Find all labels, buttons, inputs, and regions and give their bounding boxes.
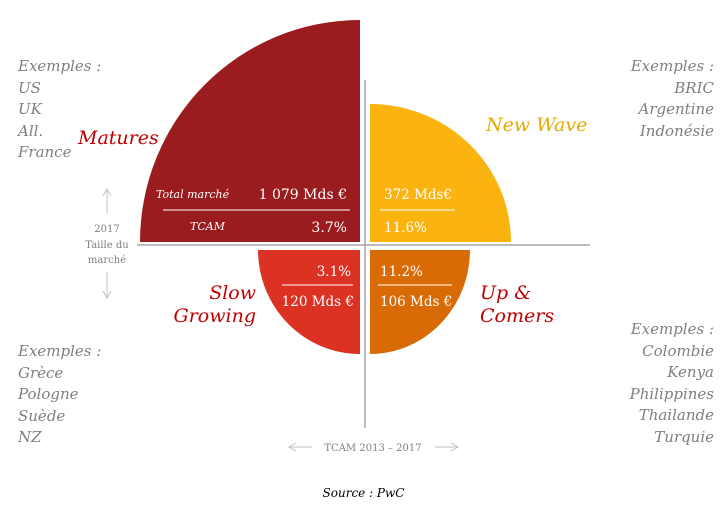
examples-bottom-right: Exemples : Colombie Kenya Philippines Th… — [630, 319, 714, 448]
example-item: Suède — [18, 406, 66, 425]
example-item: US — [18, 78, 41, 97]
examples-top-right: Exemples : BRIC Argentine Indonésie — [631, 56, 714, 142]
slow-growing-market-value: 120 Mds € — [282, 294, 354, 310]
right-arrow-icon — [450, 442, 460, 452]
matures-cagr-value: 3.7% — [311, 220, 347, 236]
example-item: UK — [18, 100, 42, 118]
example-item: BRIC — [674, 78, 714, 97]
example-item: Argentine — [638, 100, 714, 118]
example-item: Kenya — [667, 363, 714, 381]
example-item: NZ — [18, 428, 42, 446]
down-arrow-icon — [102, 290, 112, 300]
slow-growing-label-line2: Growing — [174, 305, 256, 327]
examples-bottom-left: Exemples : Grèce Pologne Suède NZ — [18, 341, 101, 449]
up-arrow-icon — [102, 187, 112, 197]
new-wave-market-value: 372 Mds€ — [384, 187, 452, 203]
source-note: Source : PwC — [322, 486, 405, 500]
example-item: All. — [18, 121, 44, 140]
examples-top-left: Exemples : US UK All. France — [18, 56, 101, 164]
examples-title: Exemples : — [18, 57, 102, 75]
examples-title: Exemples : — [630, 320, 714, 338]
example-item: France — [18, 143, 72, 161]
matures-label: Matures — [77, 127, 159, 149]
new-wave-label: New Wave — [485, 114, 587, 136]
example-item: Colombie — [642, 341, 714, 360]
horizontal-axis-label: TCAM 2013 – 2017 — [287, 442, 460, 454]
example-item: Pologne — [18, 385, 79, 403]
up-comers-market-value: 106 Mds € — [380, 294, 452, 310]
matures-cagr-label: TCAM — [190, 220, 226, 233]
slow-growing-label-line1: Slow — [209, 282, 256, 304]
example-item: Philippines — [629, 384, 714, 403]
up-comers-label-line2: Comers — [480, 305, 554, 327]
examples-title: Exemples : — [630, 57, 714, 75]
up-comers-cagr-value: 11.2% — [380, 264, 423, 280]
example-item: Grèce — [18, 363, 64, 382]
matures-market-value: 1 079 Mds € — [259, 187, 347, 203]
matures-market-label: Total marché — [156, 188, 230, 201]
slow-growing-cagr-value: 3.1% — [317, 264, 351, 280]
up-comers-segment — [370, 250, 470, 354]
example-item: Turquie — [654, 427, 714, 446]
slow-growing-segment — [258, 250, 360, 354]
left-arrow-icon — [287, 442, 297, 452]
up-comers-label-line1: Up & — [480, 282, 531, 304]
new-wave-segment — [370, 104, 511, 242]
matures-segment — [140, 20, 360, 242]
horizontal-axis-text: TCAM 2013 – 2017 — [324, 443, 421, 454]
vertical-axis-line3: marché — [88, 255, 126, 266]
example-item: Indonésie — [639, 121, 714, 140]
example-item: Thailande — [638, 406, 714, 424]
examples-title: Exemples : — [18, 342, 102, 360]
vertical-axis-label: 2017 Taille du marché — [85, 187, 129, 300]
new-wave-cagr-value: 11.6% — [384, 220, 427, 236]
vertical-axis-line1: 2017 — [94, 224, 119, 235]
vertical-axis-line2: Taille du — [85, 240, 129, 251]
